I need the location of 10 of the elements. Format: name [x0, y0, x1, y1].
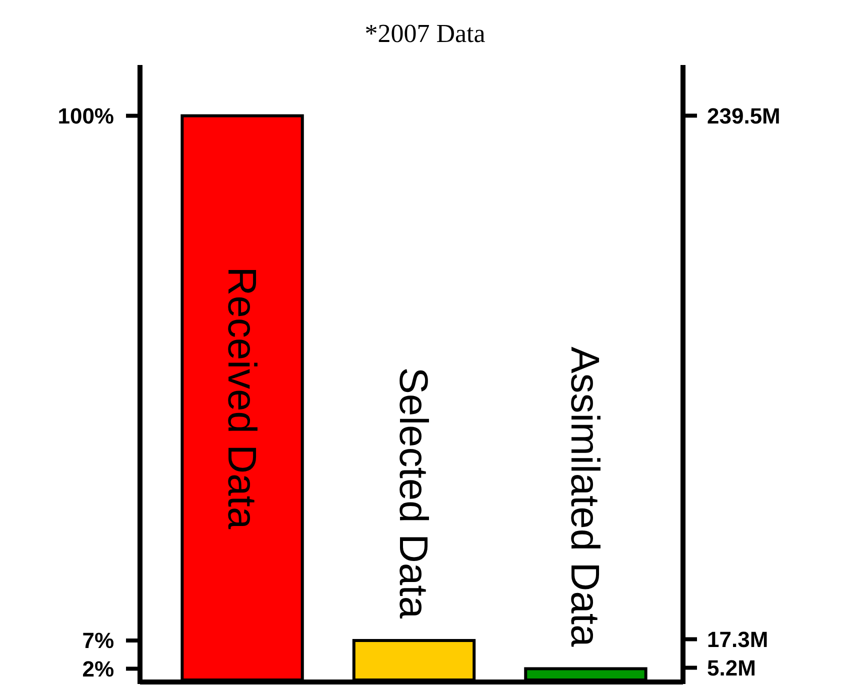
chart-title: *2007 Data	[364, 19, 486, 48]
x-tick-label: Received Data	[219, 266, 264, 530]
y-tick-label: 2%	[82, 656, 114, 682]
y-tick-label: 7%	[82, 628, 114, 654]
x-tick-label: Selected Data	[391, 367, 435, 620]
y-tick-label: 100%	[58, 103, 114, 128]
y2-tick-label: 239.5M	[707, 103, 780, 128]
x-tick-label: Assimilated Data	[562, 346, 607, 648]
y2-tick-label: 17.3M	[707, 626, 768, 652]
y2-tick-label: 5.2M	[707, 655, 756, 680]
